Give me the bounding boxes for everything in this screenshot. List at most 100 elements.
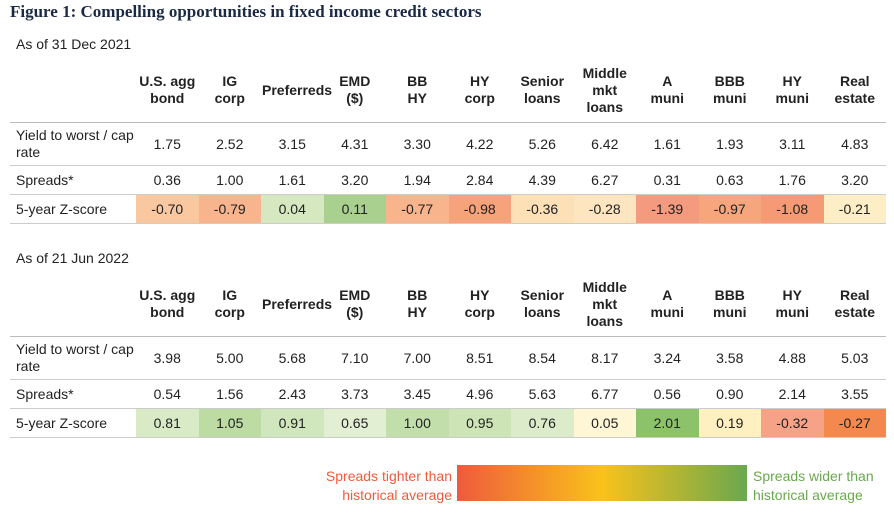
cell: 0.56 — [636, 379, 699, 409]
header-line: Middle — [582, 278, 627, 295]
column-header: U.S. agg bond — [136, 58, 199, 123]
header-line: muni — [775, 304, 809, 320]
header-line: loans — [586, 98, 624, 115]
header-line: HY — [407, 90, 427, 106]
header-row: U.S. agg bond IG corp Preferreds EMD ($) BB HY HY… — [10, 272, 886, 337]
cell: 1.56 — [198, 379, 261, 409]
cell: 3.73 — [323, 379, 386, 409]
row-label: Spreads* — [10, 165, 136, 195]
column-header: HY muni — [761, 58, 824, 123]
header-line: ($) — [346, 304, 364, 320]
column-header: Preferreds — [261, 272, 332, 337]
header-line: BB — [407, 73, 428, 89]
header-line: corp — [214, 304, 245, 320]
header-line: EMD — [339, 73, 371, 89]
column-header: Senior loans — [511, 58, 574, 123]
column-header: BB HY — [386, 272, 449, 337]
data-table: U.S. agg bond IG corp Preferreds EMD ($) BB HY HY… — [10, 58, 886, 224]
header-row: U.S. agg bond IG corp Preferreds EMD ($) BB HY HY… — [10, 58, 886, 123]
header-line: muni — [650, 304, 684, 320]
header-line: U.S. agg — [139, 287, 196, 303]
column-header: Preferreds — [261, 58, 332, 123]
cell: 2.14 — [761, 379, 824, 409]
cell: 3.20 — [823, 165, 886, 195]
header-line: HY — [470, 73, 490, 89]
header-line: muni — [713, 90, 747, 106]
cell: -1.08 — [761, 194, 824, 224]
cell: -0.27 — [823, 408, 886, 438]
column-header: BB HY — [386, 58, 449, 123]
cell: 3.55 — [823, 379, 886, 409]
cell: 1.05 — [198, 408, 261, 438]
cell: -0.28 — [573, 194, 636, 224]
column-header: U.S. agg bond — [136, 272, 199, 337]
cell: 1.00 — [386, 408, 449, 438]
row-label: Spreads* — [10, 379, 136, 409]
cell: -0.97 — [698, 194, 761, 224]
column-header: Middle mkt loans — [573, 272, 636, 337]
cell: 4.31 — [323, 122, 386, 166]
cell: 8.54 — [511, 336, 574, 380]
data-table: U.S. agg bond IG corp Preferreds EMD ($) BB HY HY… — [10, 272, 886, 438]
cell: 0.63 — [698, 165, 761, 195]
cell: 4.83 — [823, 122, 886, 166]
cell: 0.91 — [261, 408, 324, 438]
cell: 3.45 — [386, 379, 449, 409]
header-line: mkt — [592, 295, 618, 312]
section-date: As of 31 Dec 2021 — [16, 36, 132, 52]
row-label: Yield to worst / cap rate — [10, 122, 136, 166]
header-line: muni — [775, 90, 809, 106]
row-label: 5-year Z-score — [10, 194, 136, 224]
cell: 0.95 — [448, 408, 511, 438]
cell: 4.96 — [448, 379, 511, 409]
header-line: BBB — [714, 287, 745, 303]
header-line: loans — [523, 304, 561, 320]
cell: 6.27 — [573, 165, 636, 195]
cell: -0.70 — [136, 194, 199, 224]
cell: 3.20 — [323, 165, 386, 195]
cell: 0.05 — [573, 408, 636, 438]
cell: 2.01 — [636, 408, 699, 438]
cell: 8.17 — [573, 336, 636, 380]
row-label: Yield to worst / cap rate — [10, 336, 136, 380]
column-header: IG corp — [198, 272, 261, 337]
header-line: Real — [839, 73, 870, 89]
cell: 8.51 — [448, 336, 511, 380]
header-line: BBB — [714, 73, 745, 89]
column-header: Real estate — [823, 272, 886, 337]
header-line: HY — [782, 73, 802, 89]
cell: 4.39 — [511, 165, 574, 195]
data-row: Yield to worst / cap rate 1.75 2.52 3.15 4.3… — [10, 122, 886, 166]
cell: 2.84 — [448, 165, 511, 195]
header-line: HY — [470, 287, 490, 303]
legend-line: historical average — [342, 487, 452, 503]
title: Figure 1: Compelling opportunities in fi… — [10, 2, 482, 21]
cell: 5.26 — [511, 122, 574, 166]
cell: 0.76 — [511, 408, 574, 438]
corner — [10, 272, 136, 337]
cell: 6.77 — [573, 379, 636, 409]
cell: 1.94 — [386, 165, 449, 195]
cell: -0.77 — [386, 194, 449, 224]
cell: 5.63 — [511, 379, 574, 409]
cell: 3.11 — [761, 122, 824, 166]
cell: 1.00 — [198, 165, 261, 195]
cell: 0.11 — [323, 194, 386, 224]
header-line: HY — [407, 304, 427, 320]
cell: 3.58 — [698, 336, 761, 380]
legend-line: Spreads wider than — [753, 468, 874, 484]
header-line: loans — [586, 312, 624, 329]
legend-high: Spreads wider than historical average — [753, 467, 874, 505]
header-line: corp — [464, 90, 495, 106]
header-line: A — [662, 287, 673, 303]
legend-line: Spreads tighter than — [325, 468, 452, 484]
header-line: EMD — [339, 287, 371, 303]
header-line: estate — [834, 304, 875, 320]
cell: -0.32 — [761, 408, 824, 438]
cell: 0.04 — [261, 194, 324, 224]
cell: 7.10 — [323, 336, 386, 380]
header-line: bond — [150, 304, 185, 320]
cell: 5.68 — [261, 336, 324, 380]
